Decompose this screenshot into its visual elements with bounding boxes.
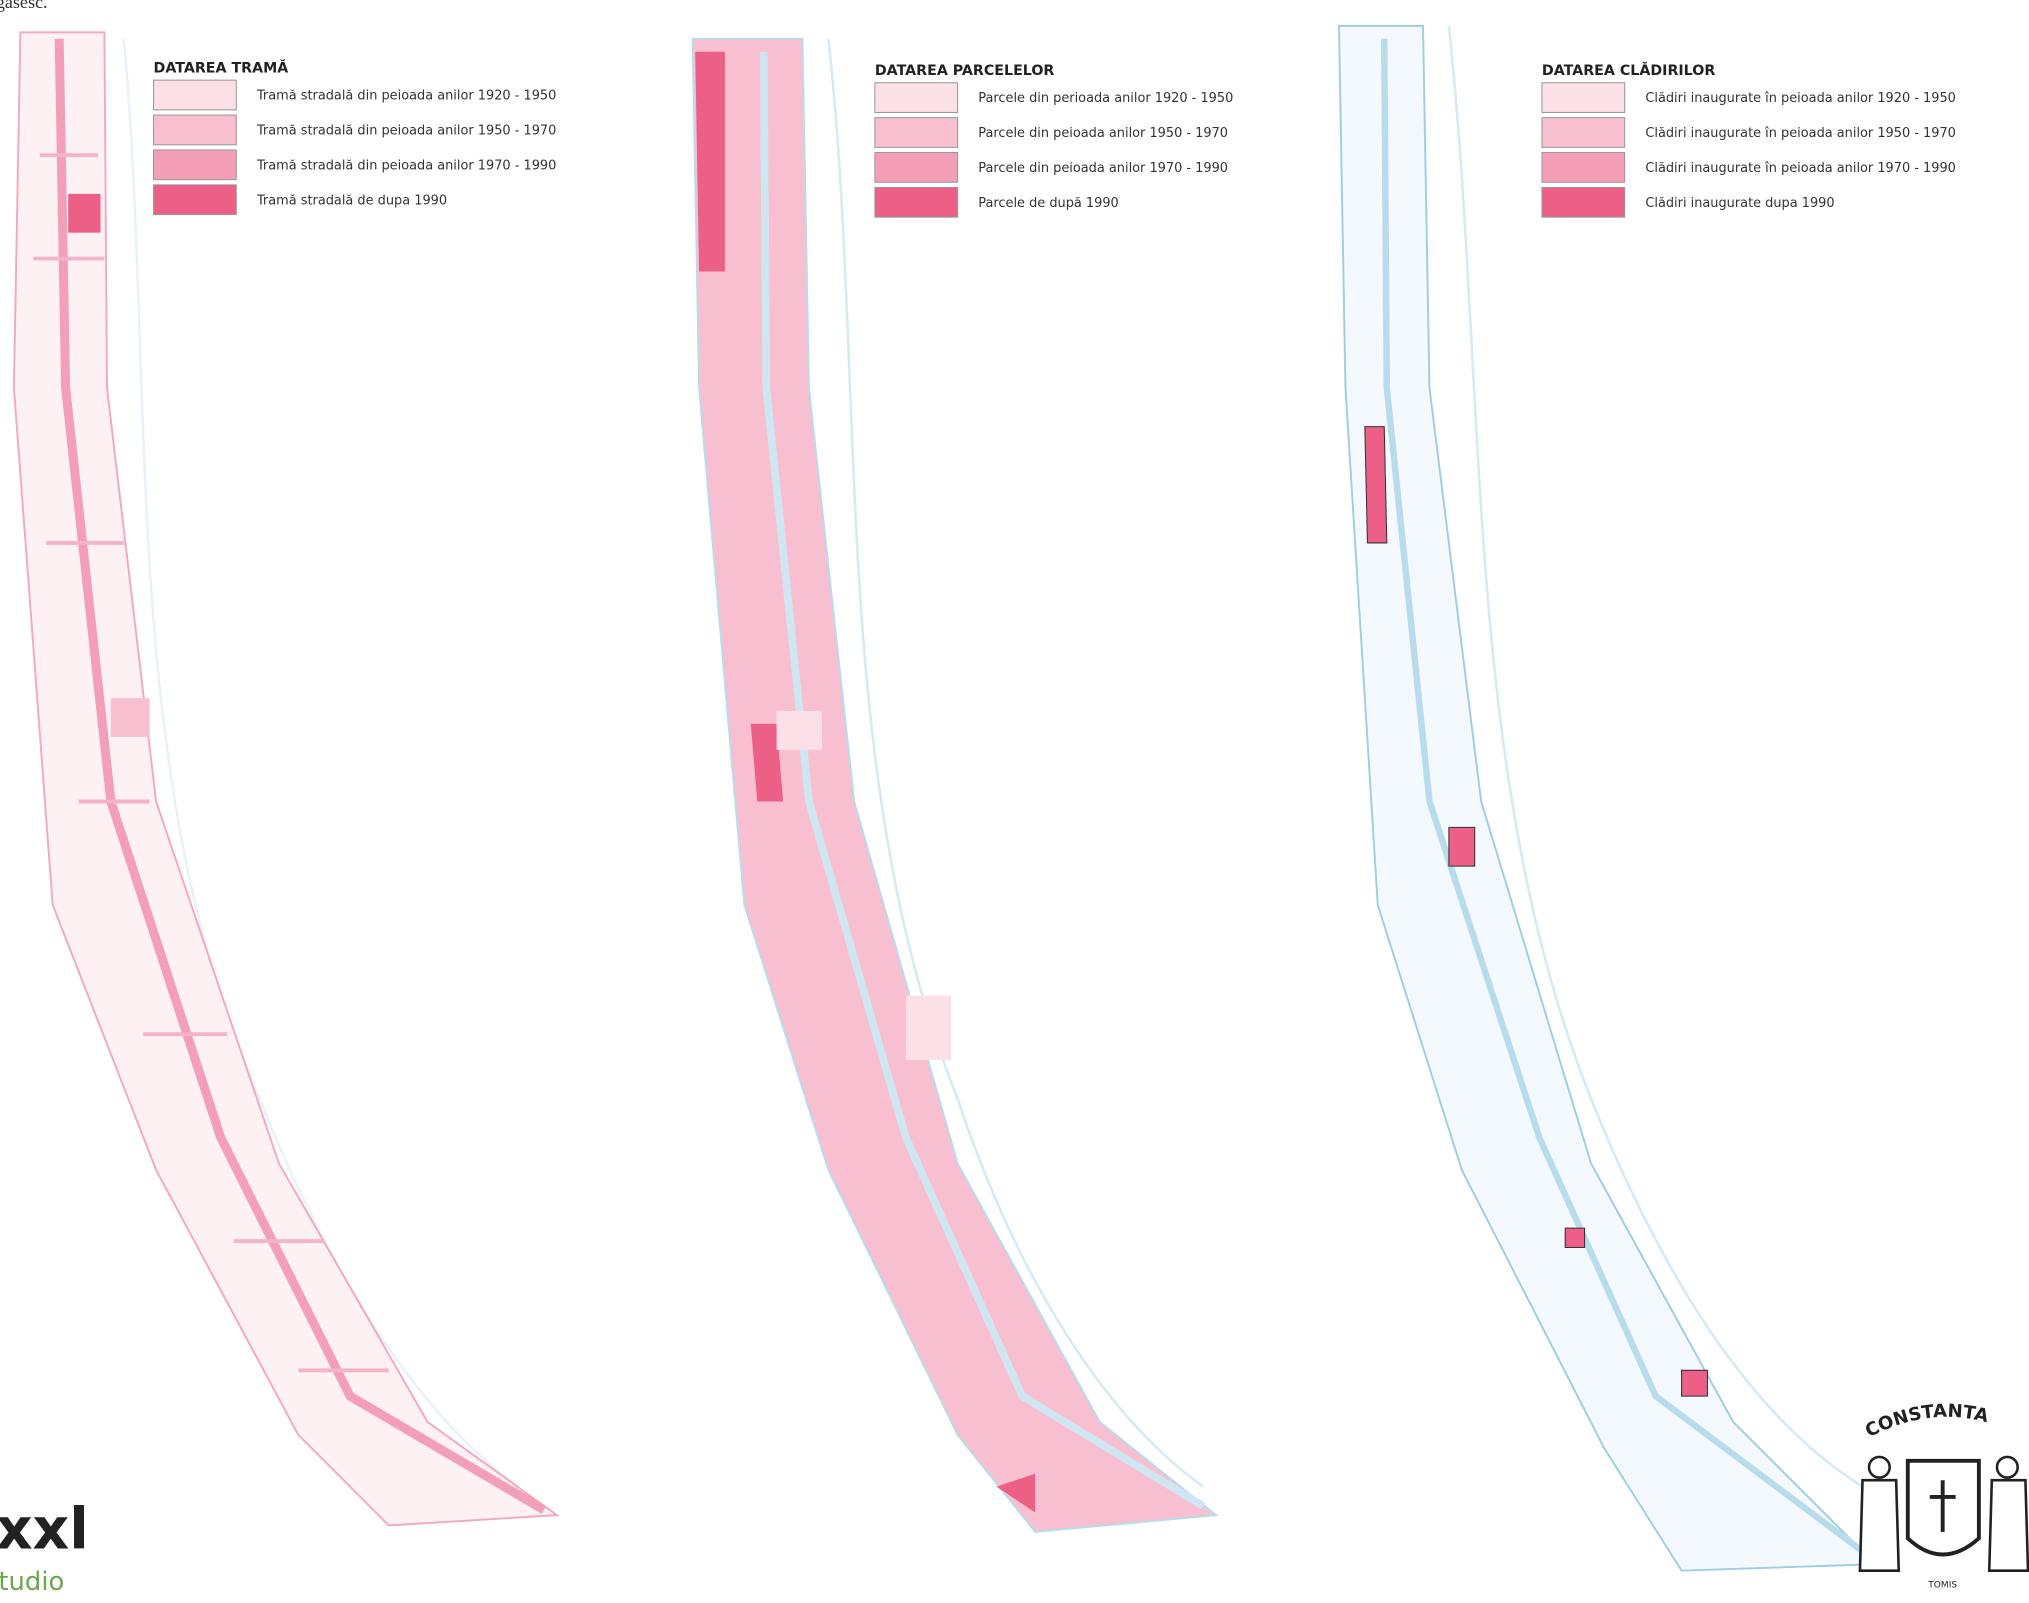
legend-label: Tramă stradală din peioada anilor 1970 -… (256, 158, 556, 173)
legend-swatch (875, 153, 958, 183)
logo-brand: xxl (0, 1497, 89, 1563)
crest-motto: TOMIS (1927, 1580, 1957, 1590)
legend-label: Parcele de după 1990 (978, 196, 1118, 211)
legend-swatch (875, 187, 958, 217)
legend-label: Clădiri inaugurate în peioada anilor 192… (1645, 91, 1956, 106)
legend-swatch (1542, 118, 1625, 148)
legend-title: DATAREA CLĂDIRILOR (1542, 61, 1715, 79)
crest-title: CONSTANTA (1862, 1401, 1990, 1442)
legend-label: Tramă stradală din peioada anilor 1950 -… (256, 123, 556, 138)
legend-swatch (154, 150, 237, 180)
legend-label: Clădiri inaugurate în peioada anilor 195… (1645, 126, 1956, 141)
legend-swatch (154, 185, 237, 215)
legend-label: Tramă stradală din peioada anilor 1920 -… (256, 89, 556, 104)
legend-label: Clădiri inaugurate dupa 1990 (1645, 196, 1834, 211)
maps: găsesc. DATAREA TRAMĂ Tramă stradală din … (0, 0, 2029, 1603)
legend-swatch (1542, 83, 1625, 113)
page: {"header_fragment":"găsesc.", "panels":[… (0, 0, 2029, 1603)
legend-label: Parcele din peioada anilor 1950 - 1970 (978, 126, 1228, 141)
logo-sub: tudio (0, 1567, 64, 1597)
legend-swatch (154, 115, 237, 145)
legend-swatch (1542, 187, 1625, 217)
legend-label: Parcele din perioada anilor 1920 - 1950 (978, 91, 1233, 106)
legend-swatch (875, 118, 958, 148)
legend-title: DATAREA PARCELELOR (875, 63, 1055, 79)
map-buildings (1339, 26, 1875, 1571)
map-parcels (693, 39, 1217, 1532)
map-street-grid (14, 32, 557, 1525)
legends: DATAREA TRAMĂ Tramă stradală din peioada … (154, 58, 1956, 217)
legend-label: Parcele din peioada anilor 1970 - 1990 (978, 161, 1228, 176)
legend-swatch (1542, 153, 1625, 183)
legend-title: DATAREA TRAMĂ (154, 58, 289, 76)
header-fragment: găsesc. (0, 0, 48, 12)
crest: CONSTANTA TOMIS (1860, 1401, 2028, 1591)
legend-label: Tramă stradală de dupa 1990 (256, 193, 447, 208)
legend-swatch (154, 80, 237, 110)
legend-label: Clădiri inaugurate în peioada anilor 197… (1645, 161, 1956, 176)
legend-swatch (875, 83, 958, 113)
